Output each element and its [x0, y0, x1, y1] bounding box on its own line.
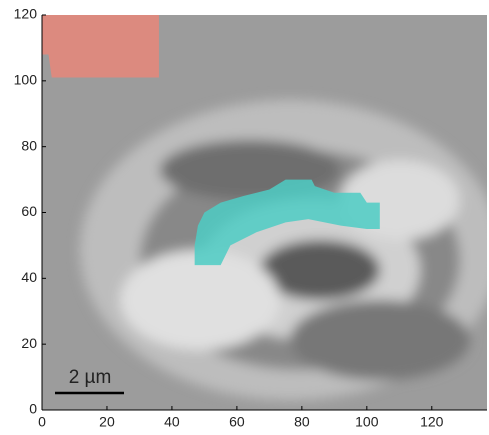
x-tick-label: 0 — [38, 414, 46, 430]
y-tick-label: 80 — [21, 137, 37, 153]
x-tick-label: 60 — [229, 414, 245, 430]
x-tick-label: 80 — [294, 414, 310, 430]
x-tick-label: 20 — [99, 414, 115, 430]
y-tick-label: 100 — [14, 72, 38, 88]
y-tick-label: 60 — [21, 203, 37, 219]
x-tick-label: 40 — [164, 414, 180, 430]
scale-bar-label: 2 µm — [69, 367, 112, 388]
overlays — [42, 15, 380, 266]
y-tick-label: 0 — [29, 401, 37, 417]
y-tick-label: 20 — [21, 335, 37, 351]
y-tick-label: 40 — [21, 269, 37, 285]
y-tick-label: 120 — [14, 6, 38, 22]
x-tick-label: 100 — [355, 414, 379, 430]
x-tick-label: 120 — [420, 414, 444, 430]
region — [42, 15, 159, 78]
region — [194, 179, 380, 266]
